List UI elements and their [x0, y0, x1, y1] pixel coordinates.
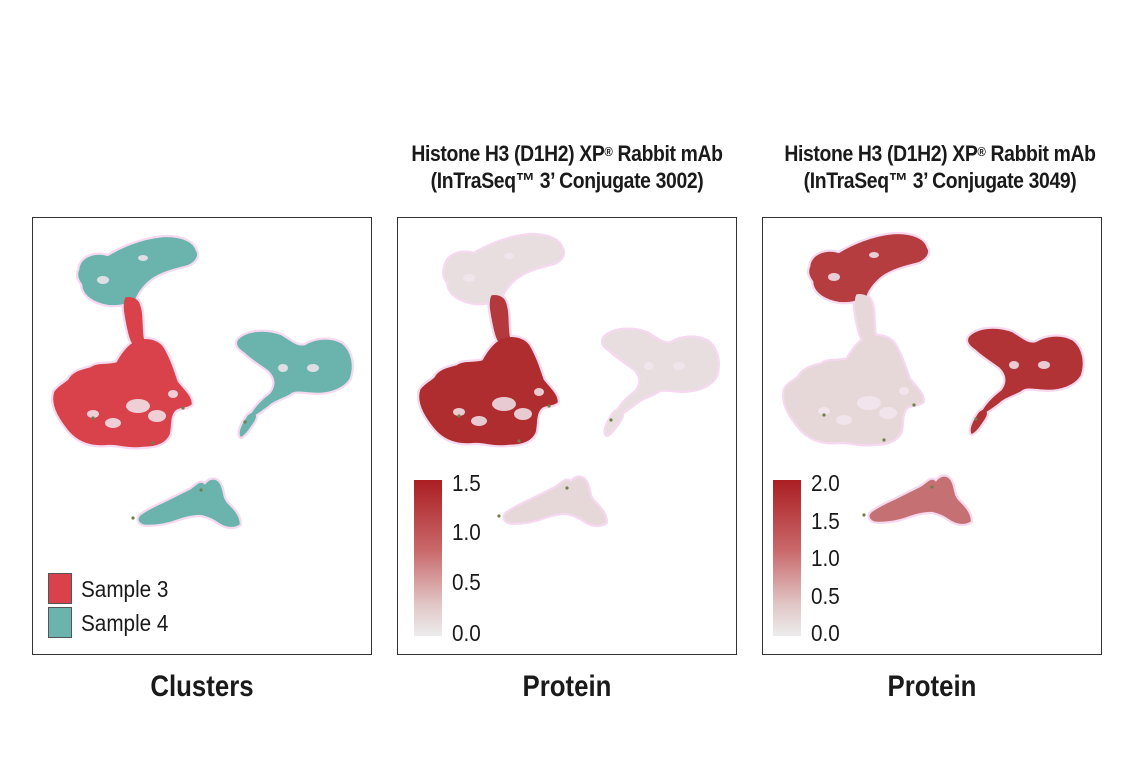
- protein-2-region-top-cluster: [809, 234, 928, 303]
- protein-2-region-bottom-cluster: [869, 476, 971, 524]
- title-line1-end: Rabbit mAb: [612, 141, 723, 166]
- colorbar-tick: 1.0: [452, 519, 481, 545]
- clusters-gap-left-large-cluster-3: [87, 410, 99, 418]
- clusters-gap-left-large-cluster-0: [105, 418, 121, 428]
- protein-umap-plot-3002: [417, 232, 720, 528]
- protein-2-gap-right-cluster-1: [1009, 361, 1019, 369]
- protein-2-speckle-2: [882, 438, 886, 442]
- protein-1-region-bottom-cluster: [504, 477, 606, 525]
- panel-title-3049: Histone H3 (D1H2) XP® Rabbit mAb (InTraS…: [764, 140, 1116, 194]
- title-line2: (InTraSeq™ 3’ Conjugate 3002): [430, 168, 704, 193]
- legend-swatch-sample-3: [48, 573, 72, 604]
- protein-1-gap-left-large-cluster-2: [514, 408, 532, 420]
- colorbar-tick: 0.5: [452, 569, 481, 595]
- protein-1-speckle-3: [565, 486, 569, 490]
- protein-2-gap-right-cluster-0: [1038, 361, 1050, 369]
- clusters-umap-plot: [51, 234, 354, 530]
- title-line1: Histone H3 (D1H2) XP: [784, 141, 978, 166]
- legend-swatch-sample-4: [48, 607, 72, 638]
- protein-2-gap-left-large-cluster-4: [899, 387, 909, 395]
- clusters-speckle-0: [91, 416, 95, 420]
- registered-mark: ®: [604, 144, 613, 159]
- clusters-gap-top-cluster-1: [97, 276, 109, 284]
- protein-1-region-top-cluster: [444, 235, 563, 304]
- protein-1-gap-left-large-cluster-3: [453, 408, 465, 416]
- colorbar-tick: 1.0: [811, 545, 840, 571]
- colorbar-tick: 0.0: [452, 620, 481, 646]
- protein-2-speckle-5: [862, 513, 866, 517]
- colorbar-3049: [773, 480, 801, 636]
- protein-2-region-right-tail: [970, 409, 987, 435]
- protein-2-region-right-cluster: [968, 328, 1083, 415]
- protein-1-speckle-4: [609, 418, 613, 422]
- colorbar-tick: 2.0: [811, 470, 840, 496]
- clusters-gap-right-cluster-1: [278, 364, 288, 372]
- clusters-gap-top-cluster-0: [138, 255, 148, 261]
- colorbar-3002: [414, 480, 442, 636]
- protein-1-gap-left-large-cluster-0: [471, 416, 487, 426]
- protein-umap-plot-3049: [782, 231, 1085, 527]
- protein-2-speckle-0: [822, 413, 826, 417]
- title-line2: (InTraSeq™ 3’ Conjugate 3049): [803, 168, 1077, 193]
- legend-label-sample-3: Sample 3: [81, 576, 169, 602]
- panel-title-3002: Histone H3 (D1H2) XP® Rabbit mAb (InTraS…: [391, 140, 743, 194]
- clusters-gap-left-large-cluster-4: [168, 390, 178, 398]
- protein-1-speckle-5: [497, 514, 501, 518]
- colorbar-tick: 1.5: [811, 508, 840, 534]
- protein-2-gap-left-large-cluster-3: [818, 407, 830, 415]
- legend-label-sample-4: Sample 4: [81, 610, 169, 636]
- protein-2-gap-top-cluster-1: [828, 273, 840, 281]
- caption-clusters: Clusters: [150, 670, 254, 703]
- protein-2-gap-left-large-cluster-2: [879, 407, 897, 419]
- protein-2-speckle-4: [974, 417, 978, 421]
- protein-1-points-group: [417, 232, 720, 528]
- protein-1-gap-left-large-cluster-4: [534, 388, 544, 396]
- clusters-gap-right-cluster-0: [307, 364, 319, 372]
- protein-1-gap-top-cluster-0: [504, 253, 514, 259]
- title-line1: Histone H3 (D1H2) XP: [411, 141, 605, 166]
- colorbar-tick: 1.5: [452, 470, 481, 496]
- protein-1-region-right-tail: [605, 410, 622, 436]
- protein-1-speckle-1: [547, 404, 551, 408]
- protein-2-gap-left-large-cluster-1: [857, 396, 881, 410]
- clusters-region-right-tail: [239, 412, 256, 438]
- protein-2-speckle-3: [930, 485, 934, 489]
- clusters-points-group: [51, 234, 354, 530]
- protein-2-speckle-1: [912, 403, 916, 407]
- caption-protein-3002: Protein: [522, 670, 612, 703]
- colorbar-tick: 0.5: [811, 583, 840, 609]
- clusters-region-bottom-cluster: [138, 479, 240, 527]
- clusters-gap-left-large-cluster-1: [126, 399, 150, 413]
- title-line1-end: Rabbit mAb: [985, 141, 1096, 166]
- protein-panel-3049: 2.0 1.5 1.0 0.5 0.0: [762, 217, 1102, 655]
- protein-1-speckle-2: [517, 439, 521, 443]
- protein-1-gap-top-cluster-1: [463, 274, 475, 282]
- registered-mark: ®: [977, 144, 986, 159]
- protein-1-speckle-0: [457, 414, 461, 418]
- protein-2-points-group: [782, 231, 1085, 527]
- clusters-speckle-4: [243, 420, 247, 424]
- caption-protein-3049: Protein: [887, 670, 977, 703]
- protein-panel-3002: 1.5 1.0 0.5 0.0: [397, 217, 737, 655]
- protein-1-gap-right-cluster-0: [673, 362, 685, 370]
- protein-1-region-right-cluster: [603, 329, 718, 416]
- clusters-gap-left-large-cluster-2: [148, 410, 166, 422]
- colorbar-tick: 0.0: [811, 620, 840, 646]
- clusters-speckle-2: [151, 441, 155, 445]
- clusters-panel: Sample 3 Sample 4: [32, 217, 372, 655]
- clusters-speckle-3: [199, 488, 203, 492]
- protein-1-gap-left-large-cluster-1: [492, 397, 516, 411]
- clusters-speckle-5: [131, 516, 135, 520]
- protein-2-gap-top-cluster-0: [869, 252, 879, 258]
- protein-1-gap-right-cluster-1: [644, 362, 654, 370]
- clusters-region-top-cluster: [78, 237, 197, 306]
- clusters-region-right-cluster: [237, 331, 352, 418]
- protein-2-gap-left-large-cluster-0: [836, 415, 852, 425]
- clusters-speckle-1: [181, 406, 185, 410]
